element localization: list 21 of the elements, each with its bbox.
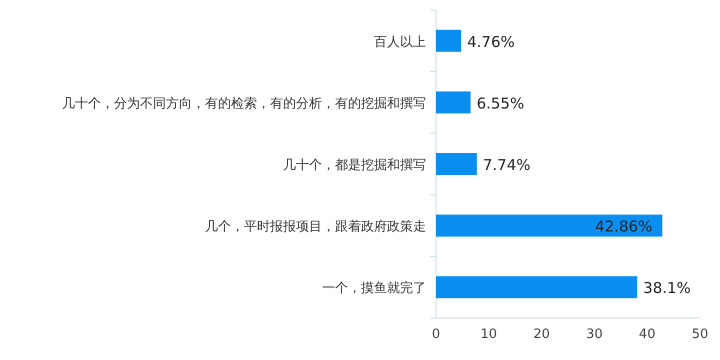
- data-label: 6.55%: [476, 94, 524, 112]
- data-label: 42.86%: [595, 218, 652, 236]
- bar: [436, 153, 477, 175]
- x-tick-label: 50: [692, 327, 708, 342]
- y-tick-label: 百人以上: [374, 34, 426, 50]
- x-tick-label: 0: [432, 327, 440, 342]
- y-tick-label: 几十个，分为不同方向，有的检索，有的分析，有的挖掘和撰写: [62, 95, 426, 112]
- y-tick-label: 几十个，都是挖掘和撰写: [283, 158, 426, 173]
- bar: [436, 30, 462, 52]
- x-tick-label: 40: [638, 327, 656, 342]
- data-label: 7.74%: [482, 156, 531, 174]
- x-tick-label: 20: [533, 327, 550, 342]
- data-label: 38.1%: [643, 279, 691, 298]
- y-tick-label: 一个，摸鱼就完了: [322, 280, 426, 296]
- bar: [436, 214, 662, 237]
- x-tick-label: 30: [586, 327, 603, 342]
- bar: [436, 276, 638, 298]
- x-tick-label: 10: [480, 327, 498, 342]
- bar: [436, 91, 471, 114]
- y-tick-label: 几个，平时报报项目，跟着政府政策走: [205, 218, 426, 235]
- data-label: 4.76%: [467, 32, 515, 51]
